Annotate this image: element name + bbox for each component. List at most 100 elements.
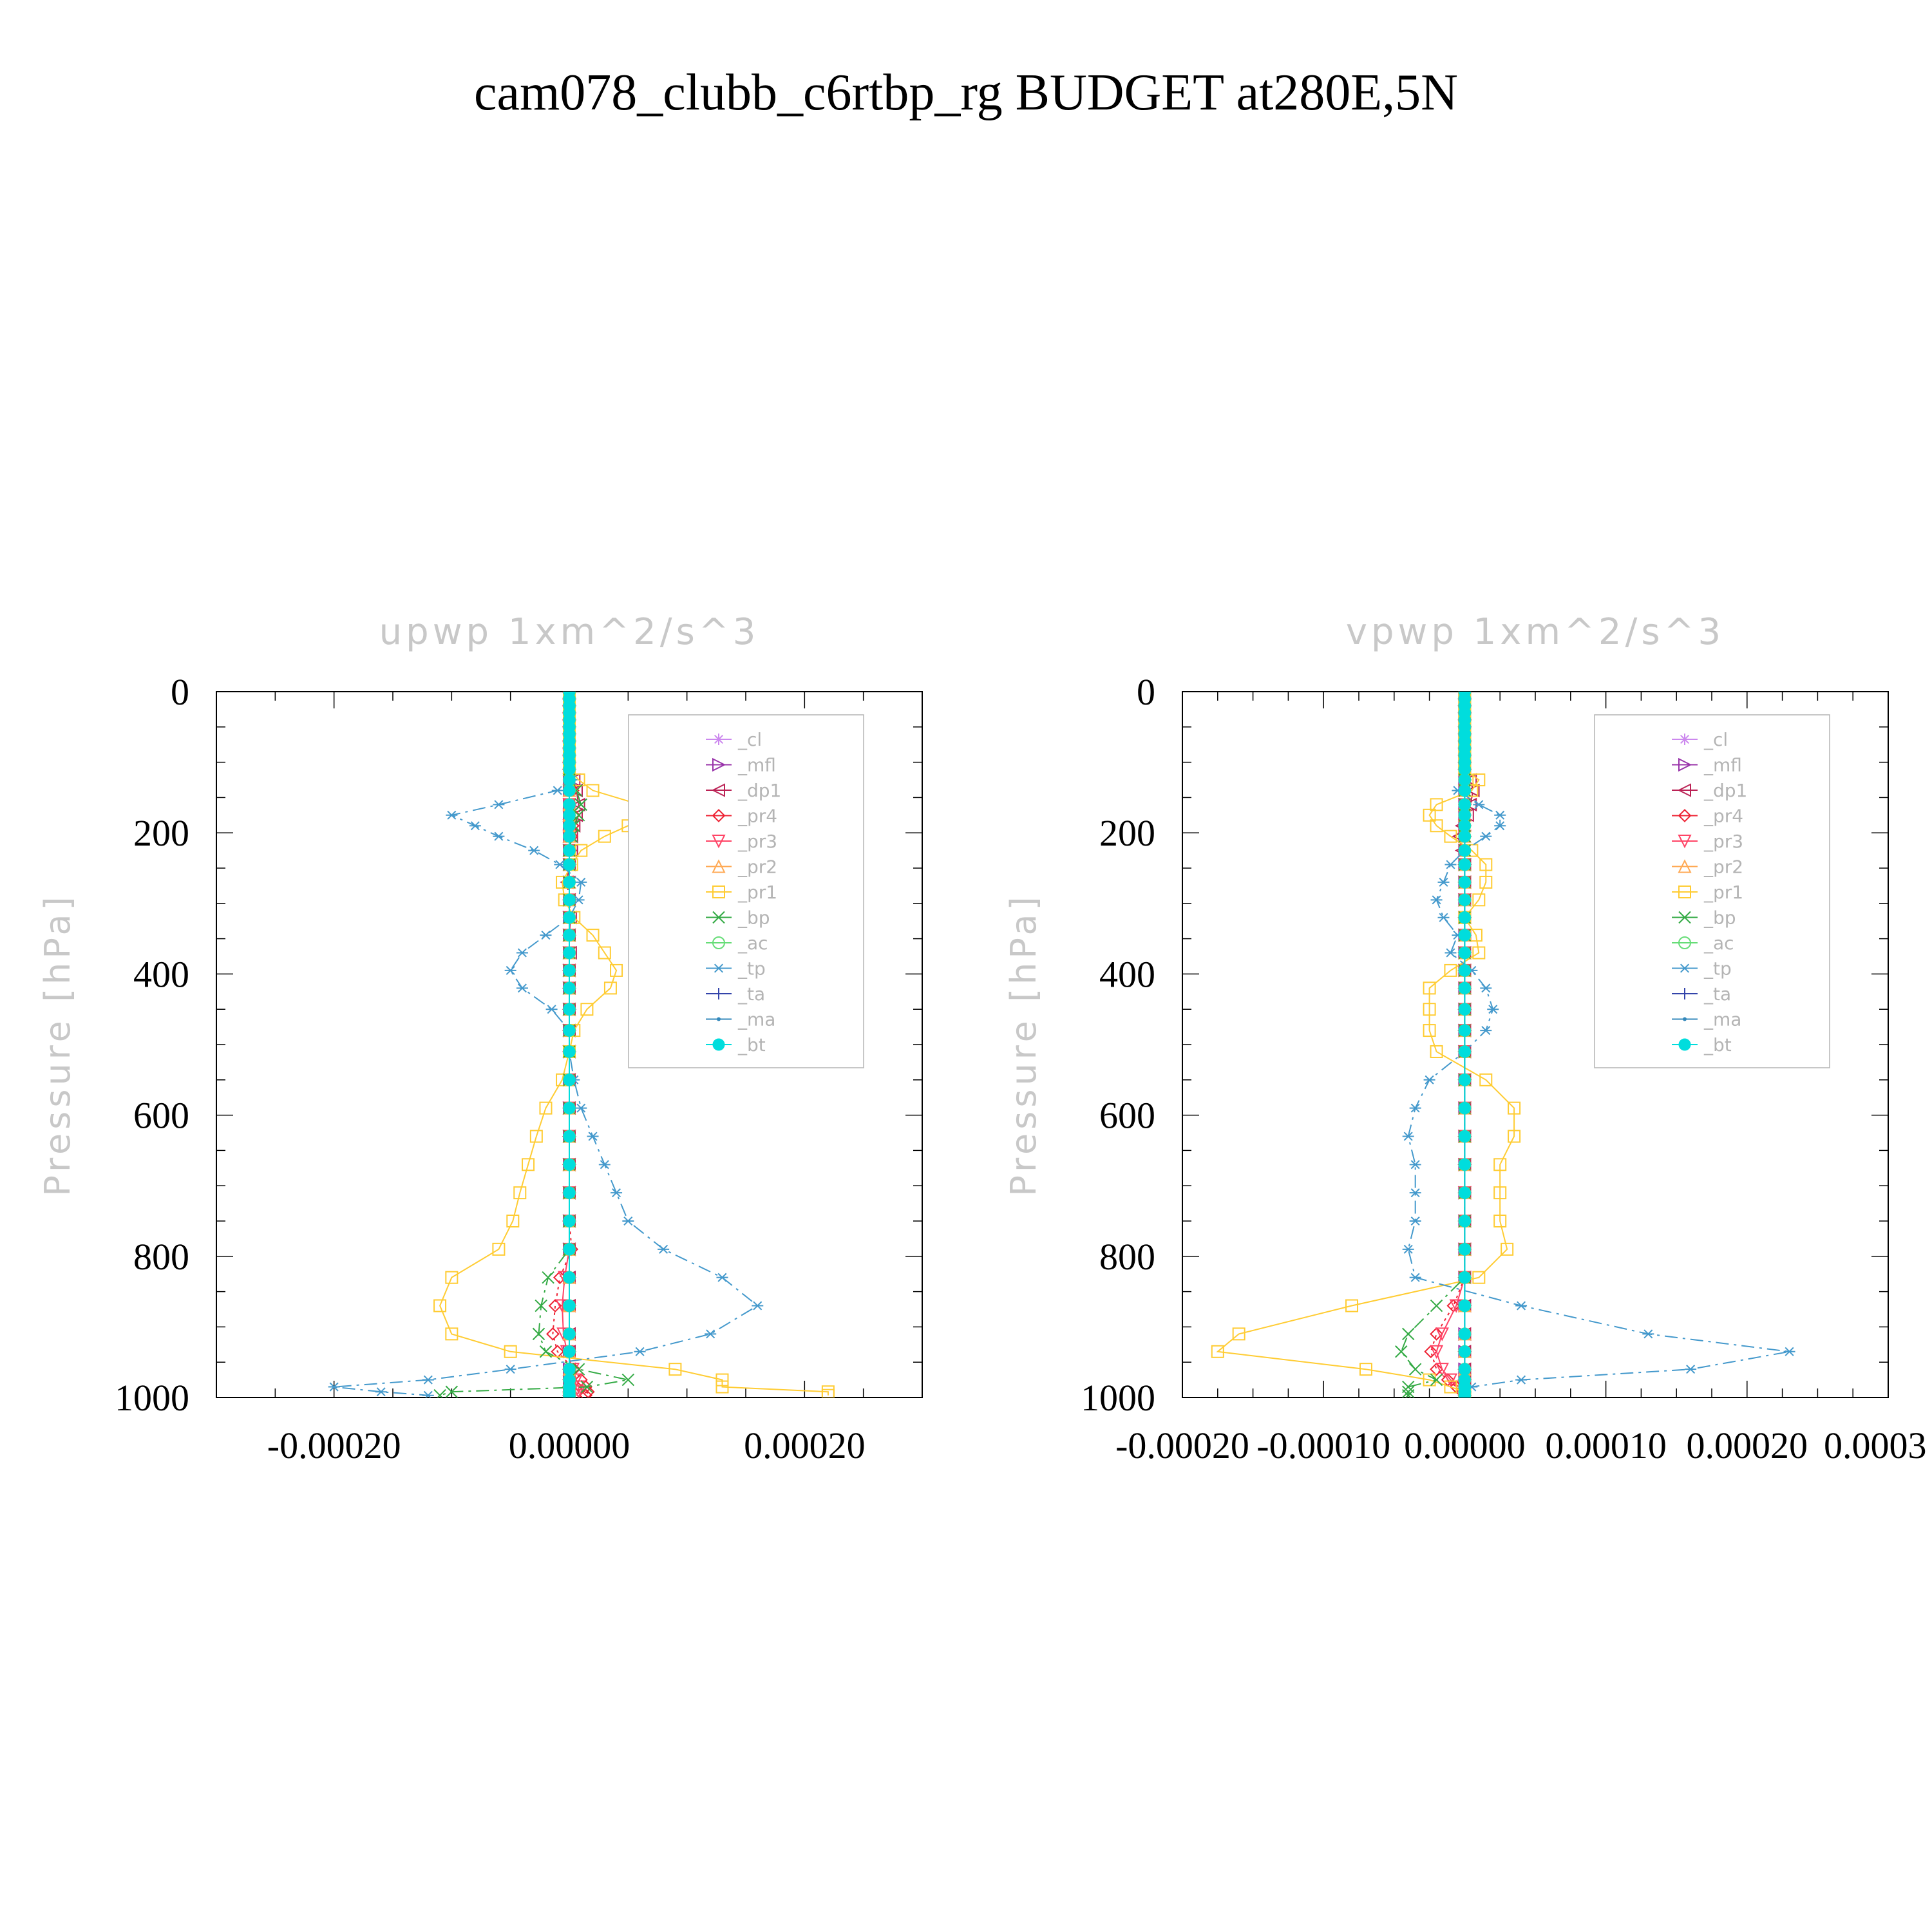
data-point bbox=[1487, 1005, 1499, 1014]
data-point bbox=[586, 784, 600, 797]
legend-marker bbox=[717, 1017, 721, 1021]
data-point bbox=[513, 1186, 527, 1200]
data-point bbox=[586, 929, 600, 942]
data-point bbox=[433, 1389, 446, 1397]
data-point bbox=[1458, 1389, 1471, 1397]
data-point bbox=[1423, 1075, 1435, 1084]
data-point bbox=[668, 1363, 682, 1376]
data-point bbox=[572, 1363, 585, 1376]
data-point bbox=[1480, 831, 1492, 841]
data-point bbox=[551, 786, 564, 795]
data-point bbox=[1430, 1362, 1443, 1376]
data-point bbox=[563, 1186, 576, 1199]
legend-label: _ta bbox=[737, 983, 765, 1005]
legend-label: _bp bbox=[1703, 907, 1736, 929]
data-point bbox=[445, 1385, 459, 1397]
data-point bbox=[540, 931, 552, 940]
data-point bbox=[1458, 981, 1471, 994]
legend-marker bbox=[712, 936, 725, 949]
data-point bbox=[563, 893, 576, 906]
data-point bbox=[1472, 773, 1486, 786]
data-point bbox=[1494, 810, 1506, 820]
data-point bbox=[563, 784, 576, 797]
data-point bbox=[1345, 1299, 1359, 1312]
data-point bbox=[563, 1243, 576, 1256]
data-point bbox=[493, 831, 505, 841]
legend-marker bbox=[1678, 757, 1692, 772]
y-tick-label: 800 bbox=[133, 1236, 189, 1278]
data-point bbox=[445, 1271, 459, 1284]
data-point bbox=[658, 1244, 670, 1254]
legend-item: _ac bbox=[706, 933, 768, 954]
legend-item: _ma bbox=[1672, 1009, 1741, 1030]
legend-item: _bt bbox=[706, 1034, 766, 1056]
data-point bbox=[563, 1327, 576, 1340]
data-point bbox=[563, 1003, 576, 1016]
data-point bbox=[539, 1101, 553, 1115]
x-tick-label: -0.00020 bbox=[1115, 1425, 1249, 1466]
data-point bbox=[1458, 844, 1471, 857]
legend-label: _pr2 bbox=[1703, 857, 1743, 878]
data-point bbox=[1472, 893, 1486, 907]
data-point bbox=[1508, 1101, 1521, 1115]
data-point bbox=[598, 1160, 611, 1170]
data-point bbox=[575, 877, 587, 887]
legend-marker bbox=[712, 886, 725, 898]
data-point bbox=[563, 763, 576, 776]
legend-label: _mfl bbox=[1703, 755, 1742, 776]
data-point bbox=[1508, 1130, 1521, 1143]
data-point bbox=[1458, 1045, 1471, 1058]
data-point bbox=[1430, 819, 1443, 833]
data-point bbox=[1458, 1215, 1471, 1227]
data-point bbox=[1458, 1271, 1471, 1284]
legend-marker bbox=[712, 911, 725, 924]
data-point bbox=[1409, 1188, 1421, 1198]
data-point bbox=[563, 1130, 576, 1142]
data-point bbox=[1685, 1365, 1697, 1374]
data-point bbox=[1443, 1373, 1458, 1387]
data-point bbox=[1479, 858, 1493, 871]
legend-item: _pr4 bbox=[1672, 806, 1743, 827]
data-point bbox=[1430, 1299, 1443, 1312]
data-point bbox=[1479, 1073, 1493, 1086]
data-point bbox=[1494, 821, 1506, 831]
data-point bbox=[1232, 1327, 1245, 1341]
data-point bbox=[551, 1345, 565, 1359]
data-point bbox=[375, 1387, 387, 1397]
data-point bbox=[1423, 981, 1436, 995]
plot-area bbox=[1211, 692, 1795, 1397]
data-point bbox=[1402, 1244, 1414, 1254]
data-point bbox=[1402, 1389, 1415, 1397]
legend-item: _mfl bbox=[1672, 755, 1742, 776]
legend-item: _tp bbox=[1672, 958, 1732, 980]
data-point bbox=[598, 829, 611, 843]
x-tick-label: 0.00010 bbox=[1545, 1425, 1667, 1466]
data-point bbox=[1458, 809, 1471, 822]
data-point bbox=[1458, 1300, 1471, 1312]
legend-marker bbox=[1678, 936, 1691, 949]
data-point bbox=[563, 1389, 576, 1397]
data-point bbox=[563, 947, 576, 960]
data-point bbox=[1515, 1301, 1528, 1311]
data-point bbox=[1408, 1363, 1422, 1376]
data-point bbox=[506, 1215, 520, 1227]
data-point bbox=[1444, 829, 1457, 843]
legend-item: _pr3 bbox=[706, 831, 777, 852]
data-point bbox=[1395, 1345, 1408, 1358]
data-point bbox=[1458, 798, 1471, 811]
panel-title: vpwp 1xm^2/s^3 bbox=[1346, 611, 1725, 653]
legend-item: _ac bbox=[1672, 933, 1734, 954]
legend-item: _dp1 bbox=[706, 780, 781, 801]
data-point bbox=[1430, 1327, 1443, 1341]
data-point bbox=[603, 981, 617, 995]
data-point bbox=[563, 830, 576, 843]
legend-label: _mfl bbox=[737, 755, 776, 776]
legend-item: _cl bbox=[1672, 729, 1728, 750]
data-point bbox=[598, 946, 611, 960]
data-point bbox=[1423, 808, 1436, 822]
legend-item: _pr1 bbox=[706, 882, 777, 903]
data-point bbox=[563, 844, 576, 857]
x-tick-label: 0.00000 bbox=[1404, 1425, 1526, 1466]
legend-marker bbox=[712, 809, 726, 822]
legend-label: _ma bbox=[737, 1009, 775, 1030]
